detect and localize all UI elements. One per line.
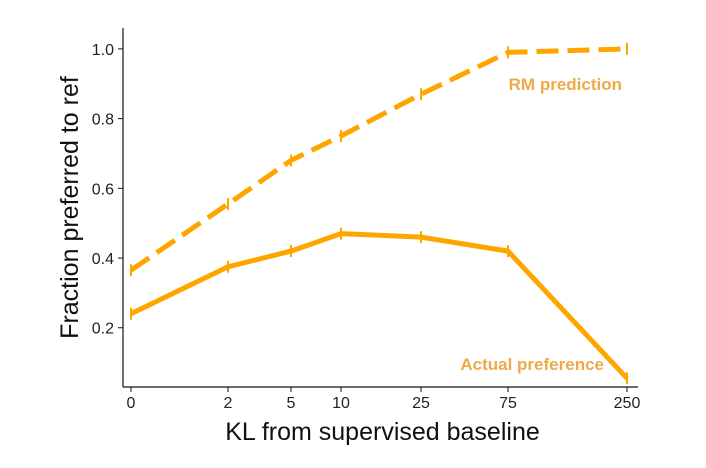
y-tick-label: 0.2 [92, 321, 114, 338]
y-tick-label: 0.8 [92, 112, 114, 129]
x-tick-label: 0 [127, 395, 136, 412]
axes [122, 28, 638, 388]
x-tick-label: 75 [499, 395, 517, 412]
actual-preference-label: Actual preference [460, 355, 604, 374]
x-axis-ticks: 0 2 5 10 25 75 250 [127, 387, 641, 412]
x-tick-label: 250 [614, 395, 641, 412]
y-tick-label: 0.6 [92, 181, 114, 198]
x-axis-label: KL from supervised baseline [225, 418, 540, 446]
x-tick-label: 25 [412, 395, 430, 412]
x-tick-label: 5 [287, 395, 296, 412]
rm-prediction-label: RM prediction [509, 75, 622, 94]
y-axis-label: Fraction preferred to ref [56, 76, 84, 339]
y-tick-label: 1.0 [92, 42, 114, 59]
x-tick-label: 10 [332, 395, 350, 412]
x-tick-label: 2 [224, 395, 233, 412]
y-axis-ticks: 0.2 0.4 0.6 0.8 1.0 [92, 42, 123, 338]
series-layer [129, 42, 629, 385]
y-tick-label: 0.4 [92, 251, 114, 268]
